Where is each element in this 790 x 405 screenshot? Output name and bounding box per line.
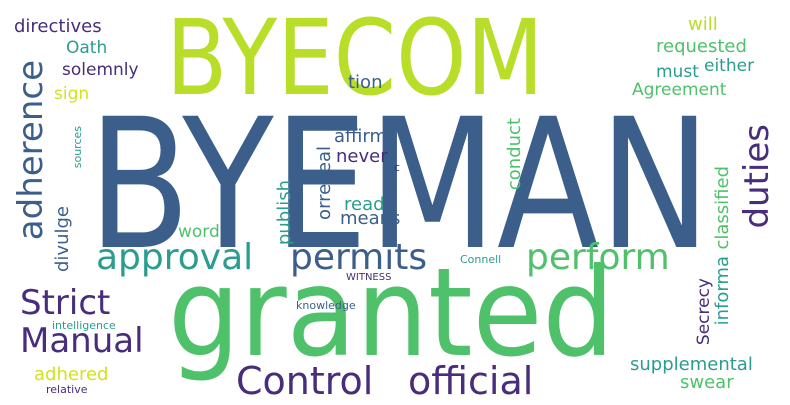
word-official: official	[408, 359, 534, 403]
word-adhered: adhered	[34, 364, 109, 385]
word-permits: permits	[290, 237, 428, 278]
word-oath: Oath	[66, 38, 108, 58]
word-tion: tion	[348, 72, 383, 93]
word-requested: requested	[656, 36, 747, 57]
word-control: Control	[236, 359, 374, 403]
word-orreveal: orreveal	[314, 146, 335, 220]
word-will: will	[688, 14, 718, 35]
word-manual: Manual	[20, 321, 144, 361]
word-means: means	[340, 208, 401, 229]
word-publish: publish	[274, 180, 295, 246]
word-read: read	[344, 194, 385, 215]
word-witness: WITNESS	[346, 272, 392, 283]
word-solemnly: solemnly	[62, 60, 139, 80]
word-sign: sign	[54, 84, 90, 104]
word-connell: Connell	[460, 253, 502, 266]
word-secrecy: Secrecy	[694, 278, 714, 346]
word-byeman: BYEMAN	[88, 81, 711, 290]
word-agreement: Agreement	[632, 80, 727, 100]
word-either: either	[704, 56, 755, 76]
word-word: word	[178, 222, 220, 242]
word-granted: granted	[168, 242, 615, 384]
word-adherence: adherence	[11, 60, 51, 241]
word-must: must	[656, 62, 699, 82]
word-knowledge: knowledge	[296, 299, 356, 312]
word-divulge: divulge	[52, 206, 73, 272]
word-c: c	[394, 161, 401, 174]
word-duties: duties	[737, 124, 777, 229]
word-never: never	[336, 146, 388, 167]
word-perform: perform	[526, 237, 670, 278]
word-directives: directives	[14, 16, 102, 37]
word-conduct: conduct	[504, 118, 525, 191]
word-informa: informa	[712, 256, 733, 326]
word-sources: sources	[71, 126, 84, 169]
word-affirm: affirm	[334, 126, 388, 147]
word-classified: classified	[712, 166, 733, 250]
word-approval: approval	[96, 237, 254, 278]
word-byecom: BYECOM	[166, 0, 544, 119]
word-relative: relative	[46, 383, 88, 396]
word-swear: swear	[680, 372, 734, 393]
word-intelligence: intelligence	[52, 319, 116, 332]
word-supplemental: supplemental	[630, 354, 753, 375]
word-strict: Strict	[20, 283, 111, 323]
